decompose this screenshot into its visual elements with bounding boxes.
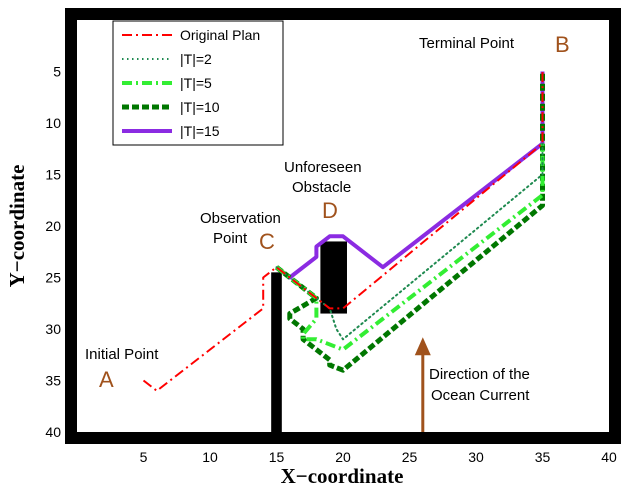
x-tick-label: 30 xyxy=(468,449,484,465)
marker-c: C xyxy=(259,229,275,254)
observation-label-line1: Observation xyxy=(200,210,281,227)
x-tick-label: 5 xyxy=(140,449,148,465)
x-tick-label: 25 xyxy=(402,449,418,465)
series-layer xyxy=(142,71,545,392)
y-tick-label: 30 xyxy=(45,321,61,337)
y-tick-label: 25 xyxy=(45,270,61,286)
series-line xyxy=(275,71,545,280)
obstacles xyxy=(271,241,347,432)
obstacle xyxy=(271,272,282,432)
x-axis-title: X−coordinate xyxy=(281,464,404,488)
legend-label: |T|=10 xyxy=(180,99,220,115)
y-tick-label: 20 xyxy=(45,218,61,234)
legend-label: |T|=5 xyxy=(180,75,212,91)
legend-label: |T|=2 xyxy=(180,51,212,67)
obstacle-label-line2: Obstacle xyxy=(292,179,351,196)
x-tick-label: 35 xyxy=(535,449,551,465)
x-tick-label: 20 xyxy=(335,449,351,465)
legend-label: |T|=15 xyxy=(180,123,220,139)
initial-point-label: Initial Point xyxy=(85,346,159,363)
observation-label-line2: Point xyxy=(213,230,248,247)
y-axis-title: Y−coordinate xyxy=(5,165,29,288)
series-line xyxy=(275,143,545,352)
plot-frame xyxy=(65,8,621,444)
marker-b: B xyxy=(555,32,570,57)
marker-a: A xyxy=(99,367,114,392)
legend: Original Plan |T|=2 |T|=5 |T|=10 |T|=15 xyxy=(112,20,284,146)
obstacle xyxy=(320,241,347,314)
y-tick-label: 40 xyxy=(45,424,61,440)
tick-labels: 5 10 15 20 25 30 35 40 5 10 15 20 25 30 35 40 xyxy=(45,64,617,466)
ocean-current-arrow-head xyxy=(414,337,431,356)
legend-box xyxy=(112,20,284,146)
legend-label: Original Plan xyxy=(180,27,260,43)
marker-d: D xyxy=(322,198,338,223)
ocean-current-label-line1: Direction of the xyxy=(429,366,530,383)
series-line xyxy=(274,71,545,373)
x-tick-label: 40 xyxy=(601,449,617,465)
y-tick-label: 35 xyxy=(45,373,61,389)
terminal-point-label: Terminal Point xyxy=(419,35,515,52)
y-tick-label: 5 xyxy=(53,64,61,80)
series-line xyxy=(142,71,544,392)
obstacle-label-line1: Unforeseen xyxy=(284,159,362,176)
ocean-current-label-line2: Ocean Current xyxy=(431,387,530,404)
y-tick-label: 15 xyxy=(45,167,61,183)
x-tick-label: 10 xyxy=(202,449,218,465)
y-tick-label: 10 xyxy=(45,115,61,131)
x-tick-label: 15 xyxy=(269,449,285,465)
